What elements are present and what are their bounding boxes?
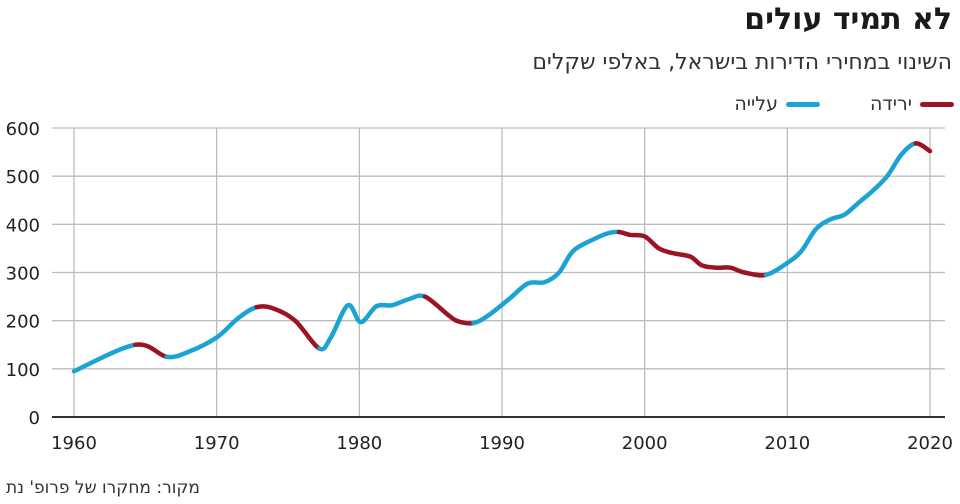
price-line-segment-up: [71, 342, 138, 374]
y-tick-label: 100: [6, 360, 40, 381]
legend-swatch-down: [920, 101, 954, 107]
legend-swatch-up: [786, 101, 820, 107]
price-line-segment-down: [254, 304, 322, 351]
price-line-segment-down: [913, 141, 933, 154]
price-line-segment-up: [471, 229, 622, 326]
price-line-segment-up: [164, 304, 259, 360]
legend-label-up: עלייה: [734, 93, 778, 115]
y-tick-label: 300: [6, 264, 40, 285]
legend-item-up: עלייה: [734, 93, 820, 115]
legend-item-down: ירידה: [870, 93, 954, 115]
price-line-segment-up: [317, 293, 428, 352]
y-tick-label: 500: [6, 167, 40, 188]
price-line-segment-up: [763, 141, 918, 278]
x-tick-label: 1980: [336, 433, 382, 454]
x-tick-label: 2000: [622, 433, 668, 454]
x-tick-label: 1970: [194, 433, 240, 454]
y-tick-label: 200: [6, 312, 40, 333]
chart-title: לא תמיד עולים: [744, 2, 952, 37]
y-tick-label: 0: [29, 408, 40, 429]
source-note: מקור: מחקרו של פרופ' נת: [6, 478, 200, 498]
chart-subtitle: השינוי במחירי הדירות בישראל, באלפי שקלים: [532, 50, 952, 75]
x-tick-label: 2020: [907, 433, 953, 454]
price-line-segment-down: [422, 294, 476, 326]
x-tick-label: 2010: [764, 433, 810, 454]
y-tick-label: 400: [6, 215, 40, 236]
x-tick-label: 1990: [479, 433, 525, 454]
x-tick-label: 1960: [51, 433, 97, 454]
price-line-segment-down: [133, 342, 169, 360]
price-line-segment-down: [616, 229, 769, 278]
y-tick-label: 600: [6, 119, 40, 140]
legend-label-down: ירידה: [869, 93, 912, 115]
